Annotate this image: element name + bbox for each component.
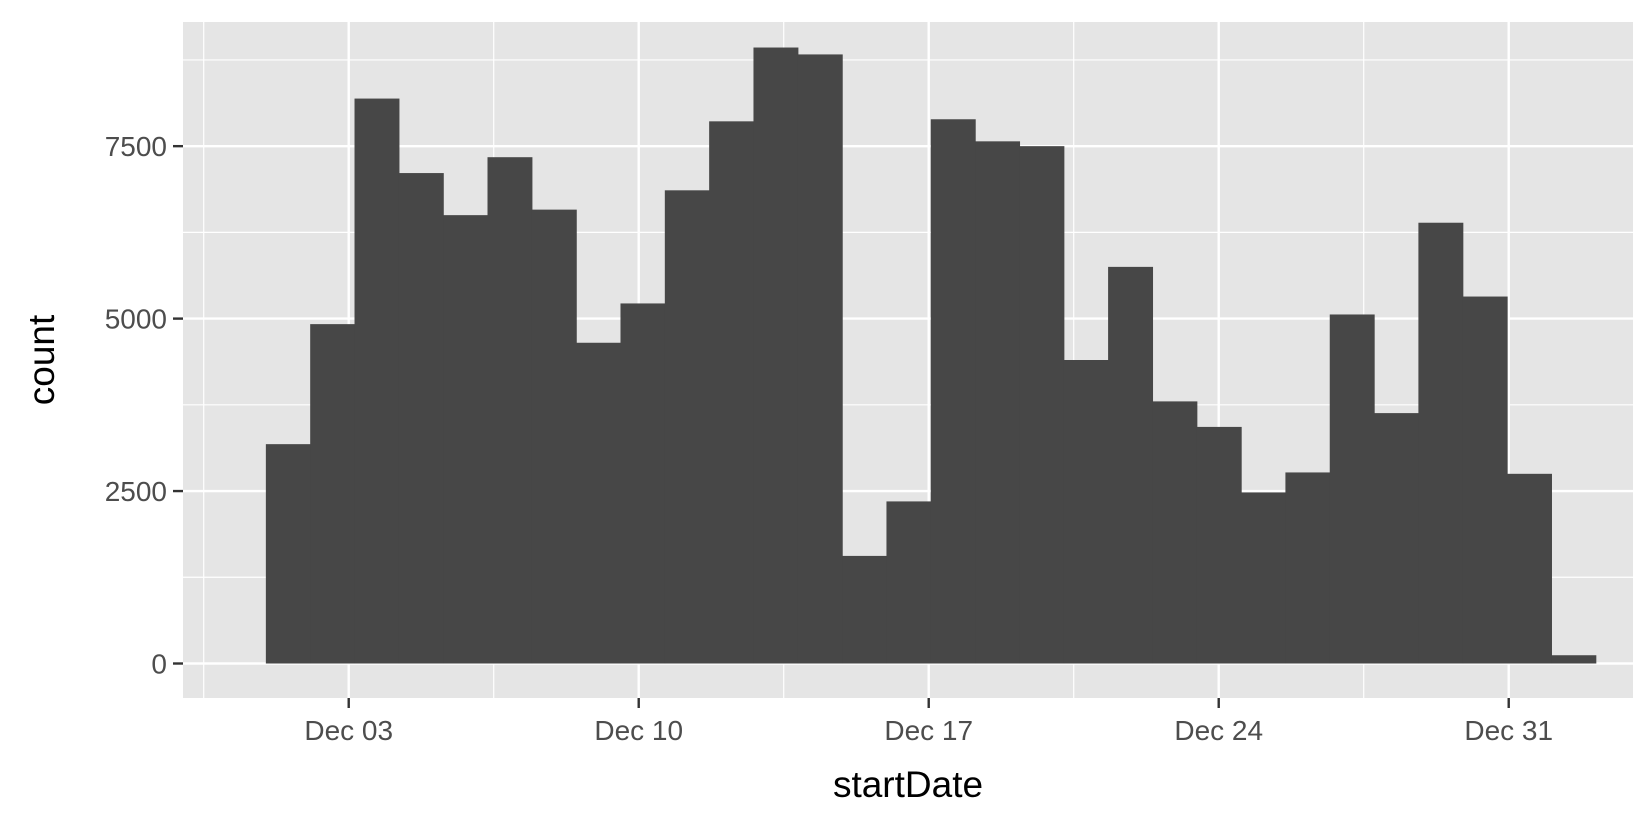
histogram-bar bbox=[797, 54, 843, 664]
histogram-bar bbox=[1285, 472, 1331, 664]
histogram-bar bbox=[886, 501, 932, 664]
y-tick-label: 5000 bbox=[105, 304, 167, 335]
histogram-bar bbox=[487, 157, 533, 664]
y-tick-label: 7500 bbox=[105, 131, 167, 162]
histogram-bar bbox=[842, 555, 888, 664]
histogram-bar bbox=[664, 190, 710, 664]
histogram-bar bbox=[620, 303, 666, 664]
y-axis: 0 2500 5000 7500 bbox=[105, 131, 183, 680]
histogram-bar bbox=[930, 119, 976, 664]
histogram-bar bbox=[1241, 492, 1287, 664]
y-axis-title: count bbox=[21, 314, 62, 405]
histogram-bar bbox=[1507, 473, 1552, 664]
histogram-bar bbox=[531, 209, 577, 664]
histogram-bar bbox=[1462, 296, 1508, 664]
histogram-bar bbox=[265, 444, 311, 664]
histogram-bar bbox=[1374, 413, 1419, 664]
histogram-bar bbox=[576, 342, 622, 664]
histogram-bar bbox=[1551, 655, 1597, 664]
histogram-bar bbox=[1108, 266, 1154, 664]
y-tick-label: 2500 bbox=[105, 476, 167, 507]
histogram-bar bbox=[1152, 401, 1198, 664]
histogram-bar bbox=[1418, 222, 1464, 664]
y-tick-label: 0 bbox=[151, 649, 167, 680]
x-axis-title: startDate bbox=[833, 764, 983, 805]
histogram-bar bbox=[310, 324, 356, 664]
x-axis: Dec 03 Dec 10 Dec 17 Dec 24 Dec 31 bbox=[304, 698, 1553, 746]
histogram-bar bbox=[1196, 426, 1242, 664]
x-tick-label: Dec 03 bbox=[304, 715, 393, 746]
x-tick-label: Dec 31 bbox=[1464, 715, 1553, 746]
histogram-bar bbox=[443, 215, 489, 664]
histogram-bar bbox=[753, 47, 799, 664]
histogram-bar bbox=[1329, 314, 1375, 664]
histogram-bar bbox=[709, 121, 755, 664]
x-tick-label: Dec 17 bbox=[884, 715, 973, 746]
x-tick-label: Dec 24 bbox=[1174, 715, 1263, 746]
histogram-bars bbox=[265, 47, 1597, 664]
histogram-bar bbox=[1063, 360, 1109, 664]
histogram-bar bbox=[975, 141, 1021, 664]
histogram-bar bbox=[1019, 146, 1065, 664]
x-tick-label: Dec 10 bbox=[594, 715, 683, 746]
histogram-bar bbox=[398, 173, 444, 664]
histogram-bar bbox=[354, 98, 400, 664]
